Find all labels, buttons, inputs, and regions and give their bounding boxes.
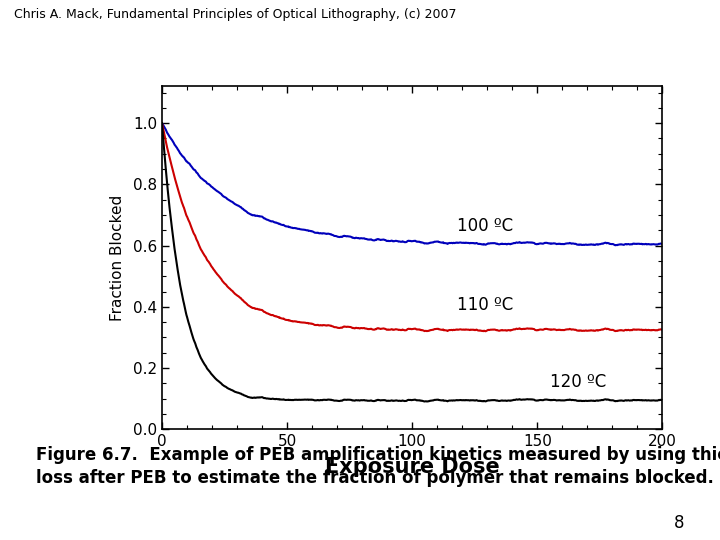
Text: 120 ºC: 120 ºC <box>550 373 606 391</box>
Text: Figure 6.7.  Example of PEB amplification kinetics measured by using thickness
l: Figure 6.7. Example of PEB amplification… <box>36 446 720 487</box>
Text: 100 ºC: 100 ºC <box>457 217 513 235</box>
Text: Chris A. Mack, Fundamental Principles of Optical Lithography, (c) 2007: Chris A. Mack, Fundamental Principles of… <box>14 8 457 21</box>
Text: 8: 8 <box>673 514 684 532</box>
Y-axis label: Fraction Blocked: Fraction Blocked <box>109 195 125 321</box>
X-axis label: Exposure Dose: Exposure Dose <box>325 457 500 477</box>
Text: 110 ºC: 110 ºC <box>457 296 513 314</box>
